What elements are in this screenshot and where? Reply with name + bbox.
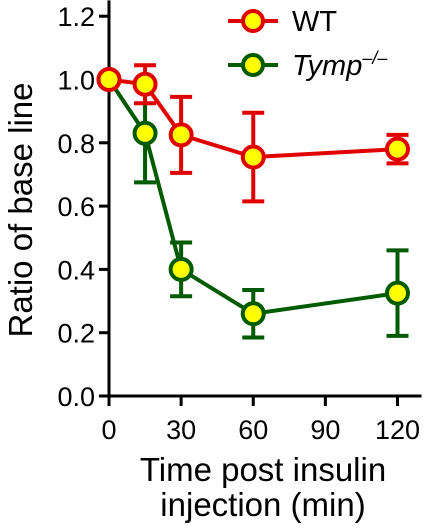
legend: WT Tymp–/– <box>228 6 388 82</box>
y-tick-label: 0.6 <box>57 192 95 222</box>
legend-label-wt: WT <box>292 6 337 38</box>
legend-label-tymp: Tymp–/– <box>292 48 388 82</box>
data-point <box>240 301 266 327</box>
legend-marker-tymp <box>241 53 265 77</box>
x-axis-title-line2: injection (min) <box>160 486 365 523</box>
legend-label-tymp-superscript: –/– <box>361 48 388 68</box>
y-axis-title: Ratio of base line <box>2 83 39 338</box>
y-tick-label: 0.2 <box>57 319 95 349</box>
y-tick-label: 0.0 <box>57 382 95 412</box>
x-tick-label: 30 <box>166 415 196 445</box>
data-point <box>385 136 410 162</box>
y-tick-label: 1.2 <box>57 2 95 32</box>
data-point <box>132 120 158 146</box>
x-tick-label: 0 <box>101 415 116 445</box>
data-point <box>132 71 158 97</box>
data-point <box>168 122 194 148</box>
legend-label-tymp-name: Tymp <box>292 50 362 82</box>
series-layer <box>96 63 410 340</box>
legend-marker-wt <box>241 9 265 33</box>
y-tick-label: 0.4 <box>57 255 95 285</box>
data-point <box>96 67 122 92</box>
y-tick-label: 0.8 <box>57 129 95 159</box>
data-point <box>240 144 266 170</box>
data-point <box>168 256 194 282</box>
series-wt <box>96 63 410 204</box>
x-tick-label: 120 <box>375 415 420 445</box>
series-tymp <box>96 67 410 340</box>
x-tick-label: 90 <box>310 415 340 445</box>
x-axis-title-line1: Time post insulin <box>140 451 386 488</box>
x-tick-label: 60 <box>238 415 268 445</box>
data-point <box>385 280 410 306</box>
y-tick-label: 1.0 <box>57 66 95 96</box>
